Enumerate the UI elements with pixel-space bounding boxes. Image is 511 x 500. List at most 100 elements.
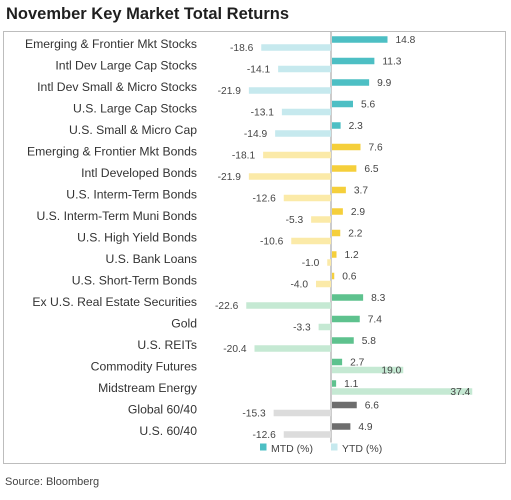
category-label: U.S. REITs <box>137 338 197 352</box>
mtd-value-label: 8.3 <box>371 293 385 304</box>
ytd-bar <box>327 259 331 266</box>
mtd-bar <box>332 229 341 237</box>
mtd-bar <box>332 57 375 65</box>
category-label: Commodity Futures <box>91 360 197 374</box>
category-label: Intl Dev Small & Micro Stocks <box>37 80 197 94</box>
ytd-value-label: -21.9 <box>218 86 242 97</box>
mtd-value-label: 3.7 <box>354 186 368 197</box>
mtd-value-label: 6.5 <box>364 164 378 175</box>
mtd-bar <box>332 251 337 258</box>
category-label: U.S. Small & Micro Cap <box>69 123 197 137</box>
ytd-value-label: -14.1 <box>247 65 271 76</box>
category-label: U.S. 60/40 <box>139 424 197 438</box>
ytd-bar <box>332 388 473 395</box>
ytd-value-label: -18.1 <box>232 151 256 162</box>
ytd-bar <box>278 65 331 73</box>
ytd-bar <box>263 151 331 159</box>
plot-area: Emerging & Frontier Mkt Stocks 14.8 -18.6 I… <box>25 32 473 443</box>
ytd-bar <box>283 194 331 202</box>
ytd-value-label: -4.0 <box>290 280 308 291</box>
mtd-value-label: 1.2 <box>345 250 359 261</box>
ytd-bar <box>261 44 331 51</box>
category-label: Gold <box>171 317 197 331</box>
ytd-value-label: -18.6 <box>230 43 254 54</box>
mtd-value-label: 2.7 <box>350 358 364 369</box>
ytd-value-label: -12.6 <box>253 194 277 205</box>
legend-label-ytd: YTD (%) <box>342 443 382 455</box>
mtd-value-label: 7.6 <box>369 143 383 154</box>
category-label: U.S. High Yield Bonds <box>77 231 197 245</box>
ytd-value-label: 19.0 <box>381 366 401 377</box>
ytd-value-label: 37.4 <box>450 387 470 398</box>
mtd-value-label: 6.6 <box>365 401 379 412</box>
ytd-value-label: -15.3 <box>242 409 266 420</box>
mtd-value-label: 9.9 <box>377 78 391 89</box>
mtd-value-label: 4.9 <box>358 422 372 433</box>
category-label: Intl Dev Large Cap Stocks <box>55 59 197 73</box>
category-label: U.S. Interm-Term Muni Bonds <box>36 209 197 223</box>
ytd-bar <box>311 216 331 223</box>
mtd-bar <box>332 423 351 430</box>
mtd-bar <box>332 79 370 86</box>
category-label: Ex U.S. Real Estate Securities <box>32 295 197 309</box>
ytd-bar <box>283 431 331 438</box>
category-label: Intl Developed Bonds <box>81 166 197 180</box>
mtd-bar <box>332 186 346 194</box>
category-label: U.S. Interm-Term Bonds <box>66 188 197 202</box>
mtd-value-label: 2.3 <box>349 121 363 132</box>
ytd-value-label: -3.3 <box>293 323 311 334</box>
ytd-value-label: -21.9 <box>218 172 242 183</box>
ytd-bar <box>275 130 331 137</box>
mtd-bar <box>332 380 337 387</box>
mtd-bar <box>332 337 354 344</box>
category-label: Midstream Energy <box>98 381 198 395</box>
legend-swatch-mtd <box>260 443 267 451</box>
mtd-value-label: 5.8 <box>362 336 376 347</box>
mtd-value-label: 0.6 <box>342 272 356 283</box>
ytd-bar <box>248 87 331 94</box>
mtd-value-label: 1.1 <box>344 379 358 390</box>
mtd-bar <box>332 36 388 43</box>
ytd-value-label: -1.0 <box>302 258 320 269</box>
category-label: U.S. Short-Term Bonds <box>72 274 197 288</box>
ytd-value-label: -22.6 <box>215 301 239 312</box>
source-note: Source: Bloomberg <box>5 476 100 488</box>
ytd-bar <box>273 409 331 417</box>
bar-chart: Emerging & Frontier Mkt Stocks 14.8 -18.6 I… <box>25 32 473 455</box>
mtd-value-label: 2.2 <box>348 229 362 240</box>
ytd-value-label: -5.3 <box>286 215 304 226</box>
chart-legend: MTD (%) YTD (%) <box>260 443 382 455</box>
ytd-bar <box>332 366 404 374</box>
mtd-value-label: 5.6 <box>361 100 375 111</box>
legend-label-mtd: MTD (%) <box>271 443 313 455</box>
mtd-bar <box>332 122 341 129</box>
mtd-bar <box>332 358 343 366</box>
ytd-bar <box>291 237 331 245</box>
ytd-bar <box>281 108 331 116</box>
mtd-bar <box>332 165 357 172</box>
ytd-value-label: -13.1 <box>251 108 275 119</box>
ytd-bar <box>246 302 331 309</box>
ytd-value-label: -10.6 <box>260 237 284 248</box>
category-label: U.S. Bank Loans <box>106 252 197 266</box>
mtd-value-label: 11.3 <box>382 57 401 68</box>
mtd-bar <box>332 272 335 280</box>
mtd-value-label: 14.8 <box>396 35 416 46</box>
mtd-bar <box>332 208 343 215</box>
ytd-bar <box>254 345 331 352</box>
ytd-bar <box>316 280 331 288</box>
mtd-bar <box>332 143 361 151</box>
mtd-bar <box>332 315 360 323</box>
mtd-bar <box>332 294 364 301</box>
chart-panel: Emerging & Frontier Mkt Stocks 14.8 -18.6 I… <box>3 31 506 464</box>
ytd-value-label: -14.9 <box>244 129 268 140</box>
mtd-bar <box>332 401 357 409</box>
ytd-bar <box>318 323 331 331</box>
chart-title: November Key Market Total Returns <box>6 5 290 23</box>
ytd-value-label: -12.6 <box>253 430 277 441</box>
ytd-value-label: -20.4 <box>223 344 247 355</box>
mtd-value-label: 7.4 <box>368 315 382 326</box>
mtd-bar <box>332 100 353 108</box>
category-label: Emerging & Frontier Mkt Stocks <box>25 37 197 51</box>
ytd-bar <box>248 173 331 180</box>
